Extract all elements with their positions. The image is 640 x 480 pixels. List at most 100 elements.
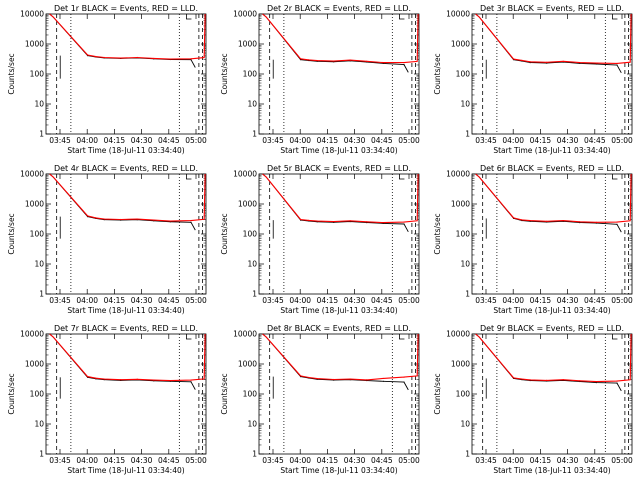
lld-point bbox=[546, 379, 548, 381]
x-tick-label: 04:00 bbox=[289, 456, 311, 465]
series-line-events bbox=[262, 173, 409, 233]
plot-frame bbox=[45, 333, 207, 455]
lld-point bbox=[349, 220, 351, 222]
x-tick-label: 04:00 bbox=[502, 456, 524, 465]
series-line-lld bbox=[262, 13, 419, 64]
y-tick-label: 10 bbox=[34, 100, 44, 109]
series-line-events bbox=[475, 13, 622, 74]
lld-point bbox=[316, 59, 318, 62]
y-tick-label: 10000 bbox=[446, 10, 470, 19]
series-line-events bbox=[262, 333, 409, 391]
lld-point bbox=[169, 58, 171, 60]
y-tick-label: 1 bbox=[252, 130, 257, 139]
x-tick-label: 04:45 bbox=[158, 136, 180, 145]
y-tick-label: 1000 bbox=[451, 40, 470, 49]
y-tick-label: 10000 bbox=[446, 170, 470, 179]
top-marker-bracket bbox=[186, 14, 192, 20]
lld-point bbox=[579, 221, 581, 223]
x-tick-label: 04:30 bbox=[557, 456, 579, 465]
x-tick-label: 04:15 bbox=[317, 136, 339, 145]
y-tick-label: 10 bbox=[34, 260, 44, 269]
events-point bbox=[403, 381, 405, 383]
lld-point bbox=[120, 57, 122, 59]
y-tick-label: 100 bbox=[243, 390, 258, 399]
lld-point bbox=[120, 218, 122, 221]
x-axis-label: Start Time (18-Jul-11 03:34:40) bbox=[280, 306, 397, 315]
events-point bbox=[616, 64, 618, 66]
y-tick-label: 10 bbox=[247, 420, 257, 429]
y-tick-label: 100 bbox=[30, 70, 45, 79]
x-axis-label: Start Time (18-Jul-11 03:34:40) bbox=[67, 306, 184, 315]
lld-point bbox=[382, 221, 384, 224]
events-point bbox=[546, 62, 548, 64]
series-line-lld bbox=[49, 13, 206, 60]
lld-point bbox=[153, 57, 155, 60]
lld-point bbox=[136, 218, 138, 220]
x-tick-label: 04:45 bbox=[371, 456, 393, 465]
x-axis-label: Start Time (18-Jul-11 03:34:40) bbox=[493, 146, 610, 155]
chart-svg: Det 7r BLACK = Events, RED = LLD. 1 10 100 1… bbox=[7, 324, 207, 475]
lld-point bbox=[579, 380, 581, 382]
x-tick-label: 03:45 bbox=[49, 296, 71, 305]
top-marker-bracket bbox=[399, 174, 405, 180]
lld-point bbox=[103, 56, 105, 59]
y-axis-label: Counts/sec bbox=[433, 373, 442, 414]
plot-frame bbox=[45, 13, 207, 135]
chart-title: Det 1r BLACK = Events, RED = LLD. bbox=[54, 4, 198, 13]
lld-point bbox=[87, 215, 89, 217]
x-tick-label: 04:45 bbox=[584, 456, 606, 465]
x-tick-label: 05:00 bbox=[398, 456, 420, 465]
lld-point bbox=[308, 376, 310, 379]
y-axis-label: Counts/sec bbox=[220, 373, 229, 414]
lld-point bbox=[95, 377, 97, 379]
lld-point bbox=[562, 379, 564, 381]
plot-frame bbox=[45, 173, 207, 295]
chart-title: Det 3r BLACK = Events, RED = LLD. bbox=[480, 4, 624, 13]
lld-point bbox=[616, 221, 618, 223]
lld-point bbox=[382, 377, 384, 380]
x-tick-label: 04:15 bbox=[530, 456, 552, 465]
chart-svg: Det 6r BLACK = Events, RED = LLD. 1 10 100 1… bbox=[433, 164, 633, 315]
x-tick-label: 04:30 bbox=[344, 456, 366, 465]
series-line-events bbox=[262, 13, 409, 73]
x-tick-label: 04:15 bbox=[530, 296, 552, 305]
chart-svg: Det 1r BLACK = Events, RED = LLD. 1 10 100 1… bbox=[7, 4, 207, 155]
y-tick-label: 1000 bbox=[25, 40, 44, 49]
chart-title: Det 9r BLACK = Events, RED = LLD. bbox=[480, 324, 624, 333]
x-tick-label: 04:15 bbox=[530, 136, 552, 145]
x-tick-label: 04:15 bbox=[104, 136, 126, 145]
lld-point bbox=[190, 219, 192, 222]
lld-point bbox=[190, 58, 192, 60]
lld-point bbox=[95, 56, 97, 58]
lld-point bbox=[579, 61, 581, 64]
detector-panel-8: Det 8r BLACK = Events, RED = LLD. 1 10 100 1… bbox=[213, 320, 426, 480]
chart-title: Det 4r BLACK = Events, RED = LLD. bbox=[54, 164, 198, 173]
top-marker-bracket bbox=[399, 14, 405, 20]
detector-panel-9: Det 9r BLACK = Events, RED = LLD. 1 10 100 1… bbox=[426, 320, 639, 480]
lld-point bbox=[382, 61, 384, 64]
chart-svg: Det 2r BLACK = Events, RED = LLD. 1 10 100 1… bbox=[220, 4, 420, 155]
lld-point bbox=[366, 221, 368, 223]
chart-svg: Det 3r BLACK = Events, RED = LLD. 1 10 100 1… bbox=[433, 4, 633, 155]
events-point bbox=[382, 380, 384, 382]
x-tick-label: 04:45 bbox=[371, 296, 393, 305]
x-tick-label: 04:30 bbox=[557, 136, 579, 145]
lld-point bbox=[562, 219, 564, 222]
x-tick-label: 03:45 bbox=[262, 296, 284, 305]
plot-frame bbox=[471, 173, 633, 295]
y-tick-label: 10000 bbox=[446, 330, 470, 339]
y-tick-label: 1 bbox=[39, 290, 44, 299]
y-tick-label: 1 bbox=[465, 290, 470, 299]
series-line-lld bbox=[475, 333, 632, 383]
x-axis-label: Start Time (18-Jul-11 03:34:40) bbox=[280, 146, 397, 155]
lld-point bbox=[616, 62, 618, 65]
x-tick-label: 03:45 bbox=[475, 136, 497, 145]
detector-panel-5: Det 5r BLACK = Events, RED = LLD. 1 10 100 1… bbox=[213, 160, 426, 320]
y-tick-label: 10 bbox=[460, 260, 470, 269]
detector-panel-2: Det 2r BLACK = Events, RED = LLD. 1 10 100 1… bbox=[213, 0, 426, 160]
x-tick-label: 04:15 bbox=[104, 296, 126, 305]
lld-point bbox=[316, 220, 318, 222]
x-tick-label: 04:30 bbox=[131, 136, 153, 145]
lld-point bbox=[316, 378, 318, 380]
